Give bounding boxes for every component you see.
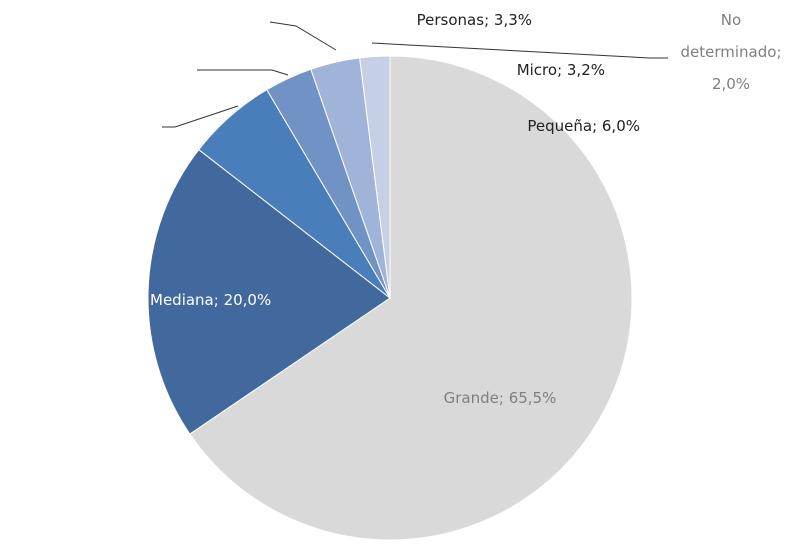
leader-line [162, 105, 239, 128]
slice-label: Personas; 3,3% [332, 4, 532, 36]
separator: ; [213, 291, 224, 309]
category: Grande [443, 389, 499, 407]
category: Micro [516, 61, 558, 79]
category: Mediana [150, 291, 214, 309]
slice-label: Micro; 3,2% [405, 54, 605, 86]
slice-label: Mediana; 20,0% [150, 284, 350, 316]
value-label: 3,2% [566, 61, 605, 79]
pie-slice [359, 55, 391, 299]
separator: ; [776, 43, 782, 61]
leader-line [371, 42, 668, 59]
value-label: 65,5% [508, 389, 557, 407]
value-label: 6,0% [601, 117, 640, 135]
separator: ; [498, 389, 509, 407]
value-label: 2,0% [711, 75, 751, 93]
value-label: 20,0% [223, 291, 272, 309]
category: No determinado [680, 11, 777, 61]
slice-label: Pequeña; 6,0% [440, 110, 640, 142]
pie-slice [189, 55, 633, 541]
slice-label: No determinado; 2,0% [672, 4, 790, 100]
value-label: 3,3% [493, 11, 532, 29]
slice-label: Grande; 65,5% [400, 382, 600, 414]
pie-slice [147, 148, 391, 435]
leader-line [269, 21, 337, 51]
leader-line [197, 69, 289, 76]
separator: ; [592, 117, 602, 135]
separator: ; [484, 11, 494, 29]
separator: ; [557, 61, 567, 79]
category: Pequeña [527, 117, 593, 135]
category: Personas [416, 11, 485, 29]
